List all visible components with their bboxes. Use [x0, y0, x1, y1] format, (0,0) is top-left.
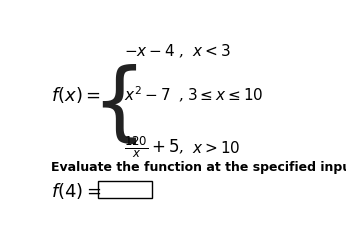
Text: $-x - 4$: $-x - 4$ [124, 43, 175, 59]
Text: $f(x) =$: $f(x) =$ [51, 85, 101, 104]
Text: $3 \leq x \leq 10$: $3 \leq x \leq 10$ [187, 86, 263, 103]
Text: ,: , [179, 140, 183, 154]
Text: $x > 10$: $x > 10$ [192, 139, 240, 155]
Text: Evaluate the function at the specified input.: Evaluate the function at the specified i… [51, 160, 346, 174]
Text: $\frac{120}{x} + 5$: $\frac{120}{x} + 5$ [124, 134, 180, 160]
Text: $x^2 - 7$: $x^2 - 7$ [124, 85, 170, 104]
Text: $f(4) =$: $f(4) =$ [51, 180, 102, 200]
Text: $\{$: $\{$ [91, 63, 137, 147]
Text: ,: , [179, 44, 183, 58]
Text: ,: , [179, 88, 183, 101]
FancyBboxPatch shape [98, 181, 152, 198]
Text: $x < 3$: $x < 3$ [192, 43, 231, 59]
